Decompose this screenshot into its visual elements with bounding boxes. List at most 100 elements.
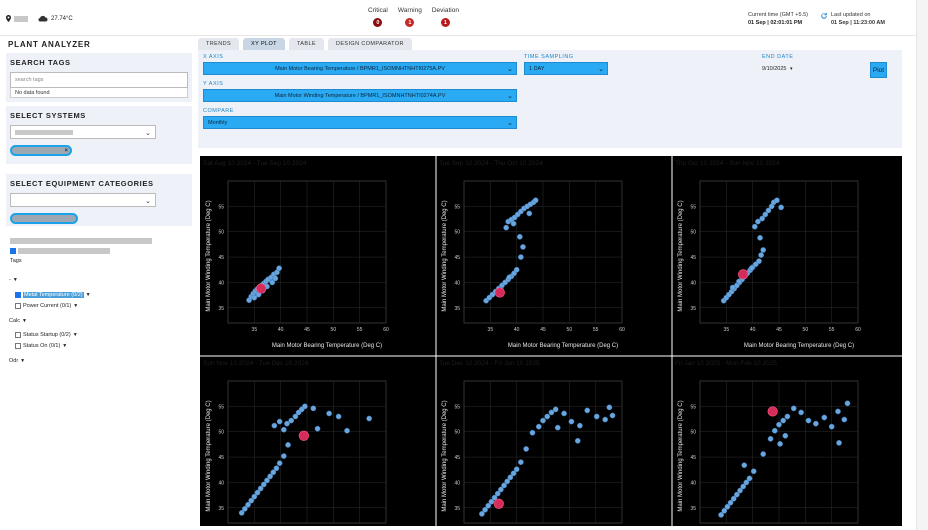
data-point [757, 234, 763, 241]
select-equipment-title: SELECT EQUIPMENT CATEGORIES [10, 179, 154, 188]
time-sampling-select[interactable]: 1 DAY ⌄ [524, 62, 608, 75]
data-point [730, 495, 737, 502]
search-tags-section: SEARCH TAGS search tags No data found [6, 53, 192, 102]
data-point [743, 479, 750, 486]
alert-warning[interactable]: Warning 1 [398, 7, 422, 27]
alert-deviation[interactable]: Deviation 1 [432, 7, 459, 27]
x-axis-select[interactable]: Main Motor Bearing Temperature / BPMR1_I… [203, 62, 517, 75]
tab-trends[interactable]: TRENDS [198, 38, 240, 50]
equipment-row[interactable] [10, 248, 110, 254]
data-point [242, 505, 248, 512]
tab-xy-plot[interactable]: XY PLOT [243, 38, 285, 50]
remove-chip-icon[interactable]: × [64, 147, 68, 154]
y-tick-label: 55 [218, 204, 224, 210]
redacted-location-name [14, 15, 28, 22]
data-point [270, 469, 277, 476]
compare-value: Monthly [208, 119, 228, 126]
data-point [841, 416, 848, 423]
equipment-dropdown[interactable]: ⌄ [10, 193, 156, 207]
tree-calc-row[interactable]: Calc ▼ [9, 315, 189, 326]
data-point [758, 252, 764, 258]
alert-label: Critical [368, 7, 388, 14]
tree-item-metal-temperature[interactable]: Metal Temperature (0/2) ▼ [9, 289, 189, 300]
y-tick-label: 45 [690, 455, 696, 461]
x-tick-label: 45 [776, 327, 782, 333]
caret-down-icon: ▼ [85, 291, 91, 298]
data-point [727, 499, 734, 506]
status-startup-label: Status Startup (0/2) [23, 331, 71, 338]
data-point [606, 404, 613, 411]
scatter-plot-grid-svg: Sat Aug 10 2024 - Tue Sep 10 2024 35 40 45 5… [200, 156, 908, 530]
time-sampling-value: 1 DAY [529, 65, 545, 72]
tags-label: Tags [10, 258, 22, 264]
data-point [526, 210, 533, 217]
temperature-value: 27.74°C [51, 15, 73, 22]
scatter-panel-2: Tue Sep 10 2024 - Thu Oct 10 2024 35 40 45 5… [435, 156, 625, 356]
data-point [518, 459, 524, 465]
highlight-point [767, 406, 778, 417]
selected-system-chip[interactable]: × [10, 145, 72, 156]
equipment-checkbox[interactable] [10, 248, 16, 254]
data-point [513, 466, 520, 473]
end-date-value: 9/10/2025 [762, 66, 787, 72]
y-axis-select[interactable]: Main Motor Winding Temperature / BPMR1_I… [203, 89, 517, 102]
compare-select[interactable]: Monthly ⌄ [203, 116, 517, 129]
tree-odr-row[interactable]: Odr ▼ [9, 355, 189, 366]
data-point [548, 409, 555, 416]
weather-widget: 27.74°C [38, 15, 73, 22]
select-systems-title: SELECT SYSTEMS [10, 111, 86, 120]
data-point [503, 224, 509, 231]
end-date-input[interactable]: 9/10/2025 ▾ [762, 66, 793, 72]
alert-count-badge: 1 [405, 18, 415, 27]
data-point [366, 415, 372, 422]
tree-item-status-startup[interactable]: Status Startup (0/2) ▼ [9, 329, 189, 340]
refresh-icon[interactable] [820, 12, 828, 20]
data-point [593, 413, 600, 420]
panel-title: Tue Dec 10 2024 - Fri Jan 10 2025 [439, 360, 540, 367]
metal-temp-checkbox[interactable] [15, 291, 21, 298]
calc-label: Calc [9, 317, 21, 324]
tree-item-power-current[interactable]: Power Current (0/1) ▼ [9, 300, 189, 311]
data-point [245, 501, 251, 508]
cloud-icon [38, 15, 48, 22]
tab-table[interactable]: TABLE [288, 38, 324, 50]
data-point [344, 427, 350, 434]
page-scrollbar[interactable] [916, 0, 928, 530]
alert-critical[interactable]: Critical 0 [368, 7, 388, 27]
x-tick-label: 60 [383, 327, 389, 333]
data-point [736, 278, 742, 285]
search-tags-input[interactable]: search tags [10, 72, 188, 88]
scatter-panel-5: Tue Dec 10 2024 - Fri Jan 10 2025 35 40 45 5… [435, 355, 672, 530]
status-on-checkbox[interactable] [15, 342, 21, 349]
status-startup-checkbox[interactable] [15, 331, 21, 338]
y-tick-label: 35 [218, 506, 224, 512]
plant-location[interactable] [6, 15, 28, 22]
data-point [767, 435, 774, 442]
data-point [251, 294, 258, 301]
plot-button[interactable]: Plot [870, 62, 887, 78]
x-tick-label: 50 [803, 327, 809, 333]
y-tick-label: 55 [454, 404, 460, 410]
time-sampling-label: TIME SAMPLING [524, 54, 574, 60]
no-data-message: No data found [10, 88, 188, 98]
tree-dash-row[interactable]: - ▼ [9, 274, 189, 285]
data-point [762, 211, 769, 218]
systems-dropdown[interactable]: ⌄ [10, 125, 156, 139]
x-tick-label: 50 [331, 327, 337, 333]
metal-temp-label: Metal Temperature (0/2) [23, 291, 84, 298]
y-axis-value: Main Motor Winding Temperature / BPMR1_I… [274, 92, 446, 99]
data-point [280, 426, 287, 433]
data-point [285, 442, 291, 448]
chevron-down-icon: ⌄ [507, 93, 513, 100]
power-current-checkbox[interactable] [15, 302, 21, 309]
data-point [577, 422, 583, 429]
data-point [755, 218, 761, 225]
data-point [273, 465, 280, 472]
data-point [771, 427, 778, 434]
data-point [746, 475, 753, 482]
selected-equipment-chip[interactable] [10, 213, 78, 224]
tree-item-status-on[interactable]: Status On (0/1) ▼ [9, 340, 189, 351]
tab-design-comparator[interactable]: DESIGN COMPARATOR [327, 38, 412, 50]
x-tick-label: 55 [357, 327, 363, 333]
data-point [765, 207, 772, 214]
